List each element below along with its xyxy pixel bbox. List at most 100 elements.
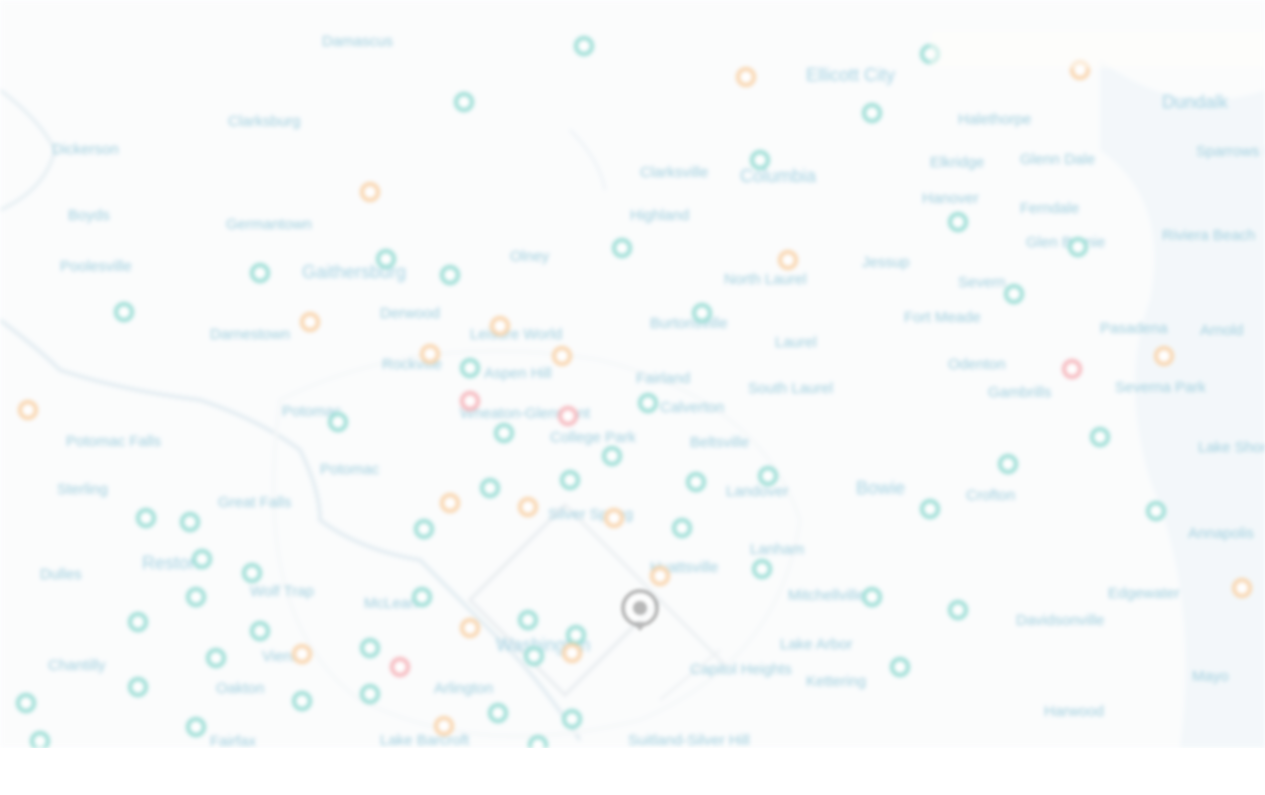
warning-marker[interactable] [18,400,38,420]
station-marker[interactable] [1068,237,1088,257]
station-marker[interactable] [1146,501,1166,521]
station-marker[interactable] [524,646,544,666]
station-marker[interactable] [638,393,658,413]
station-marker[interactable] [250,621,270,641]
city-label: Reston [142,553,200,573]
station-marker[interactable] [862,587,882,607]
map-canvas[interactable]: Damascus Ellicott City Clarksburg Dicker… [0,0,1265,748]
station-marker[interactable] [562,709,582,729]
station-marker[interactable] [114,302,134,322]
station-marker[interactable] [488,703,508,723]
warning-marker[interactable] [1070,60,1090,80]
city-label: Laurel [775,334,817,351]
station-marker[interactable] [528,735,548,748]
city-label: Ellicott City [806,65,896,85]
city-label: Landover [726,483,789,500]
warning-marker[interactable] [1232,578,1252,598]
city-label: Boyds [68,207,110,224]
station-marker[interactable] [128,677,148,697]
warning-marker[interactable] [552,346,572,366]
warning-marker[interactable] [460,618,480,638]
station-marker[interactable] [758,466,778,486]
warning-marker[interactable] [604,508,624,528]
station-marker[interactable] [360,684,380,704]
station-marker[interactable] [920,44,940,64]
station-marker[interactable] [480,478,500,498]
station-marker[interactable] [242,563,262,583]
city-label: Olney [510,248,550,265]
station-marker[interactable] [180,512,200,532]
station-marker[interactable] [948,212,968,232]
city-label: Fairfax [210,733,256,748]
station-marker[interactable] [998,454,1018,474]
warning-marker[interactable] [420,344,440,364]
station-marker[interactable] [250,263,270,283]
warning-marker[interactable] [736,67,756,87]
alert-marker[interactable] [460,391,480,411]
station-marker[interactable] [920,499,940,519]
warning-marker[interactable] [562,643,582,663]
station-marker[interactable] [948,600,968,620]
station-marker[interactable] [692,303,712,323]
user-location-icon[interactable] [618,588,662,632]
city-label: Mayo [1192,668,1229,685]
city-label: McLean [364,595,418,612]
alert-marker[interactable] [390,657,410,677]
station-marker[interactable] [1004,284,1024,304]
station-marker[interactable] [1090,427,1110,447]
warning-marker[interactable] [778,250,798,270]
warning-marker[interactable] [434,716,454,736]
station-marker[interactable] [16,693,36,713]
station-marker[interactable] [30,731,50,748]
alert-marker[interactable] [1062,359,1082,379]
city-label: Fort Meade [904,309,981,326]
city-label: Bowie [856,478,906,498]
search-input[interactable] [930,30,1265,68]
station-marker[interactable] [494,423,514,443]
station-marker[interactable] [206,648,226,668]
station-marker[interactable] [686,472,706,492]
station-marker[interactable] [460,358,480,378]
city-label: Columbia [740,166,817,186]
station-marker[interactable] [518,610,538,630]
station-marker[interactable] [136,508,156,528]
warning-marker[interactable] [490,316,510,336]
city-label: Lanham [750,541,805,558]
station-marker[interactable] [560,470,580,490]
station-marker[interactable] [454,92,474,112]
station-marker[interactable] [672,518,692,538]
station-marker[interactable] [440,265,460,285]
station-marker[interactable] [574,36,594,56]
station-marker[interactable] [414,519,434,539]
warning-marker[interactable] [292,644,312,664]
warning-marker[interactable] [1154,346,1174,366]
station-marker[interactable] [128,612,148,632]
city-label: Leisure World [470,326,563,343]
warning-marker[interactable] [360,182,380,202]
warning-marker[interactable] [518,497,538,517]
station-marker[interactable] [328,412,348,432]
station-marker[interactable] [376,249,396,269]
station-marker[interactable] [890,657,910,677]
station-marker[interactable] [566,625,586,645]
station-marker[interactable] [186,717,206,737]
station-marker[interactable] [186,587,206,607]
station-marker[interactable] [602,446,622,466]
station-marker[interactable] [192,549,212,569]
city-label: Annapolis [1188,525,1254,542]
station-marker[interactable] [360,638,380,658]
station-marker[interactable] [612,238,632,258]
city-label: Derwood [380,305,441,322]
station-marker[interactable] [750,150,770,170]
alert-marker[interactable] [558,406,578,426]
station-marker[interactable] [862,103,882,123]
station-marker[interactable] [292,691,312,711]
city-label: Darnestown [210,326,291,343]
city-label: Lake Shore [1198,439,1265,456]
warning-marker[interactable] [300,312,320,332]
warning-marker[interactable] [650,566,670,586]
warning-marker[interactable] [440,493,460,513]
station-marker[interactable] [412,587,432,607]
station-marker[interactable] [752,559,772,579]
city-label: Capitol Heights [690,661,792,678]
